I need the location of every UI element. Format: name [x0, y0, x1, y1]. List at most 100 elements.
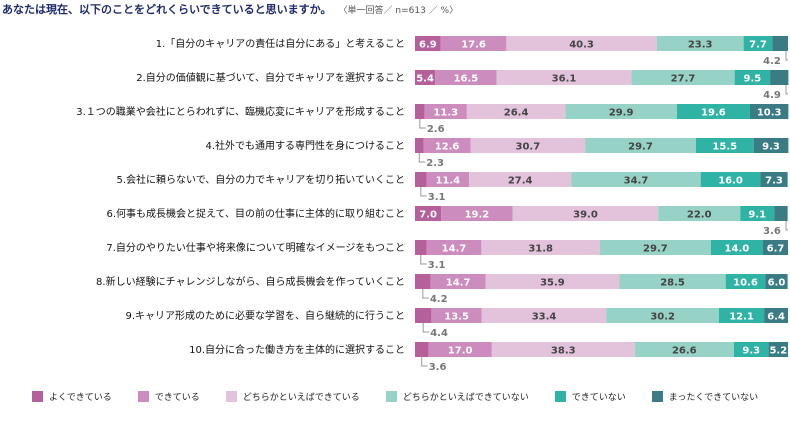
legend-item: よくできている [32, 390, 112, 403]
bar-segment [774, 206, 788, 221]
bar-segment [491, 342, 635, 357]
legend-swatch [385, 391, 397, 402]
data-label: 14.7 [446, 278, 471, 289]
bar-segment [415, 274, 431, 289]
data-label: 14.0 [725, 244, 750, 255]
data-label: 19.6 [701, 108, 726, 119]
data-label: 5.4 [416, 74, 434, 85]
leader-line [420, 255, 427, 265]
bar-segment [606, 308, 719, 323]
bar-segment [772, 36, 788, 51]
data-label: 26.6 [672, 346, 697, 357]
bar-segment [634, 342, 734, 357]
leader-line [418, 153, 426, 163]
data-label: 26.4 [504, 108, 529, 119]
bar-segment [733, 342, 769, 357]
bar-segment [512, 206, 659, 221]
bar-segment [749, 104, 789, 119]
data-label: 9.5 [744, 74, 762, 85]
data-label: 6.9 [419, 40, 437, 51]
data-label: 35.9 [540, 278, 565, 289]
data-label: 27.4 [508, 176, 533, 187]
category-label: 2.自分の価値観に基づいて、自分でキャリアを選択すること [136, 71, 405, 84]
leader-line [420, 187, 427, 197]
data-label: 17.0 [448, 346, 473, 357]
bar-segment [423, 138, 471, 153]
bar-segment [435, 70, 497, 85]
data-label: 7.3 [765, 176, 783, 187]
data-label: 16.5 [454, 74, 479, 85]
legend-item: どちらかといえばできていない [385, 390, 529, 403]
data-label: 27.7 [671, 74, 696, 85]
data-label: 11.4 [435, 176, 460, 187]
category-label: 8.新しい経験にチャレンジしながら、自ら成長機会を作っていくこと [96, 275, 405, 288]
data-label: 40.3 [569, 40, 594, 51]
data-label: 39.0 [573, 210, 598, 221]
bar-segment [600, 240, 711, 255]
bar-segment [656, 36, 744, 51]
bar-segment [565, 104, 677, 119]
legend-swatch [32, 391, 43, 402]
category-label: 10.自分に合った働き方を主体的に選択すること [189, 343, 405, 356]
bar-segment [426, 240, 482, 255]
bar-segment [768, 342, 788, 357]
data-label: 29.7 [628, 142, 653, 153]
bar-segment [415, 308, 432, 323]
legend-label: できている [154, 393, 200, 403]
bar-segment [770, 70, 789, 85]
bar-segment [506, 36, 657, 51]
bar-segment [428, 342, 492, 357]
data-label: 7.7 [749, 40, 767, 51]
sample-note: 〈単一回答／ n=613 ／ %〉 [338, 6, 459, 16]
data-label: 4.9 [763, 90, 781, 101]
bar-segment [700, 172, 761, 187]
legend-label: まったくできていない [668, 393, 759, 403]
bar-segment [424, 104, 467, 119]
bar-segment [431, 308, 482, 323]
bar-segment [676, 104, 750, 119]
data-label: 30.7 [515, 142, 540, 153]
data-label: 34.7 [624, 176, 649, 187]
legend-swatch [225, 391, 237, 402]
legend-item: できていない [554, 390, 626, 403]
legend-label: どちらかといえばできていない [402, 393, 529, 403]
bar-segment [430, 274, 486, 289]
bar-segment [485, 274, 620, 289]
bar-segment [619, 274, 726, 289]
leader-line [421, 357, 428, 367]
stacked-bar-chart: 1.「自分のキャリアの責任は自分にある」と考えること 6.9 17.6 40.3 23.… [76, 36, 789, 373]
legend-swatch [137, 391, 149, 402]
question-text: あなたは現在、以下のことをどれくらいできていると思いますか。 [2, 3, 332, 16]
bar-segment [426, 172, 470, 187]
leader-line [785, 51, 788, 61]
bar-segment [470, 138, 586, 153]
legend-swatch [554, 391, 566, 402]
bar-segment [760, 172, 788, 187]
data-label: 4.2 [430, 294, 448, 305]
data-label: 30.2 [650, 312, 675, 323]
bar-segment [415, 172, 427, 187]
legend-item: できている [137, 390, 200, 403]
data-label: 10.6 [733, 278, 758, 289]
data-label: 6.0 [768, 278, 786, 289]
legend-swatch [651, 391, 663, 402]
leader-line [422, 289, 429, 299]
bar-segment [764, 308, 788, 323]
data-label: 2.6 [427, 124, 445, 135]
bar-segment [496, 70, 632, 85]
bar-segment [740, 206, 775, 221]
data-label: 15.5 [712, 142, 737, 153]
bar-segment [734, 70, 771, 85]
bar-segment [725, 274, 766, 289]
data-label: 16.0 [718, 176, 743, 187]
data-label: 3.1 [428, 192, 446, 203]
data-label: 3.6 [763, 226, 781, 237]
bar-segment [763, 240, 788, 255]
data-label: 5.2 [769, 346, 787, 357]
category-label: 5.会社に頼らないで、自分の力でキャリアを切り拓いていくこと [116, 173, 405, 186]
legend-label: どちらかといえばできている [242, 393, 360, 403]
data-label: 4.2 [763, 56, 781, 67]
data-label: 6.4 [767, 312, 785, 323]
data-label: 19.2 [465, 210, 490, 221]
data-label: 23.3 [688, 40, 713, 51]
